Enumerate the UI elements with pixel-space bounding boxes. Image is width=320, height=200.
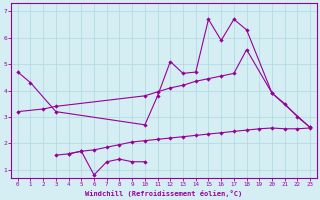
X-axis label: Windchill (Refroidissement éolien,°C): Windchill (Refroidissement éolien,°C): [85, 190, 243, 197]
